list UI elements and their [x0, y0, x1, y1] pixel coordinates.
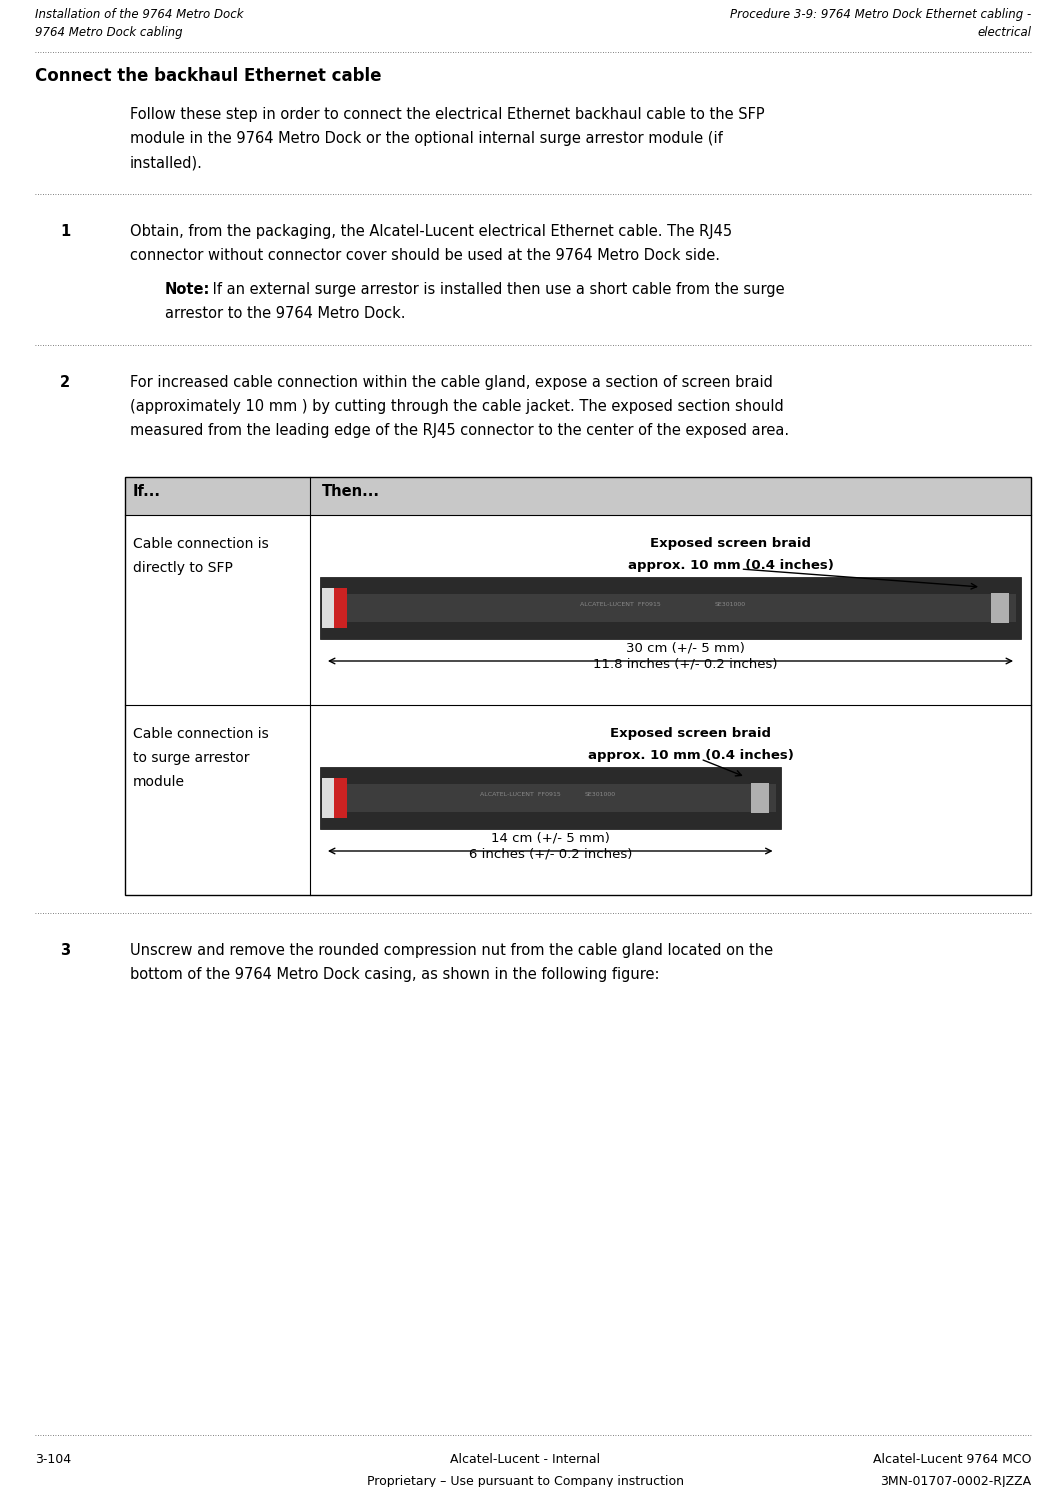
Text: 9764 Metro Dock cabling: 9764 Metro Dock cabling — [35, 25, 183, 39]
Bar — [750, 782, 768, 813]
Text: connector without connector cover should be used at the 9764 Metro Dock side.: connector without connector cover should… — [130, 248, 720, 263]
Text: arrestor to the 9764 Metro Dock.: arrestor to the 9764 Metro Dock. — [165, 306, 406, 321]
Bar — [335, 784, 776, 812]
Text: Follow these step in order to connect the electrical Ethernet backhaul cable to : Follow these step in order to connect th… — [130, 107, 765, 122]
Text: 2: 2 — [60, 375, 70, 390]
Bar — [991, 593, 1009, 623]
Text: 14 cm (+/- 5 mm): 14 cm (+/- 5 mm) — [491, 831, 610, 845]
Bar — [322, 589, 334, 628]
Text: 3-104: 3-104 — [35, 1453, 71, 1466]
Bar — [125, 515, 1031, 705]
Text: Then...: Then... — [322, 483, 380, 500]
Text: Cable connection is: Cable connection is — [133, 537, 269, 552]
Text: SE301000: SE301000 — [584, 791, 616, 797]
Text: electrical: electrical — [977, 25, 1031, 39]
Text: If an external surge arrestor is installed then use a short cable from the surge: If an external surge arrestor is install… — [208, 283, 785, 297]
Text: ALCATEL-LUCENT  FF0915: ALCATEL-LUCENT FF0915 — [580, 602, 661, 607]
Text: ALCATEL-LUCENT  FF0915: ALCATEL-LUCENT FF0915 — [480, 791, 560, 797]
Text: module in the 9764 Metro Dock or the optional internal surge arrestor module (if: module in the 9764 Metro Dock or the opt… — [130, 131, 723, 146]
Text: Cable connection is: Cable connection is — [133, 727, 269, 741]
Text: If...: If... — [133, 483, 161, 500]
Bar — [125, 477, 1031, 895]
Text: 3MN-01707-0002-RJZZA: 3MN-01707-0002-RJZZA — [880, 1475, 1031, 1487]
Text: 1: 1 — [60, 225, 70, 239]
Bar — [125, 477, 1031, 515]
Text: Exposed screen braid: Exposed screen braid — [610, 727, 771, 741]
Text: approx. 10 mm (0.4 inches): approx. 10 mm (0.4 inches) — [588, 749, 794, 761]
Text: approx. 10 mm (0.4 inches): approx. 10 mm (0.4 inches) — [627, 559, 833, 572]
Text: module: module — [133, 775, 185, 790]
Text: 11.8 inches (+/- 0.2 inches): 11.8 inches (+/- 0.2 inches) — [593, 657, 778, 671]
Bar — [320, 577, 1021, 639]
Text: Connect the backhaul Ethernet cable: Connect the backhaul Ethernet cable — [35, 67, 382, 85]
Text: 3: 3 — [60, 943, 70, 958]
Bar — [322, 589, 347, 628]
Text: measured from the leading edge of the RJ45 connector to the center of the expose: measured from the leading edge of the RJ… — [130, 422, 789, 439]
Text: Alcatel-Lucent 9764 MCO: Alcatel-Lucent 9764 MCO — [872, 1453, 1031, 1466]
Text: For increased cable connection within the cable gland, expose a section of scree: For increased cable connection within th… — [130, 375, 772, 390]
Text: 30 cm (+/- 5 mm): 30 cm (+/- 5 mm) — [626, 641, 745, 654]
Text: bottom of the 9764 Metro Dock casing, as shown in the following figure:: bottom of the 9764 Metro Dock casing, as… — [130, 967, 659, 981]
Bar — [335, 593, 1016, 622]
Bar — [320, 767, 781, 828]
Text: Proprietary – Use pursuant to Company instruction: Proprietary – Use pursuant to Company in… — [367, 1475, 684, 1487]
Text: SE301000: SE301000 — [715, 602, 746, 607]
Bar — [125, 705, 1031, 895]
Text: Procedure 3-9: 9764 Metro Dock Ethernet cabling -: Procedure 3-9: 9764 Metro Dock Ethernet … — [729, 7, 1031, 21]
Bar — [322, 779, 347, 818]
Text: installed).: installed). — [130, 155, 203, 170]
Text: Alcatel-Lucent - Internal: Alcatel-Lucent - Internal — [451, 1453, 600, 1466]
Text: 6 inches (+/- 0.2 inches): 6 inches (+/- 0.2 inches) — [469, 848, 632, 859]
Text: Obtain, from the packaging, the Alcatel-Lucent electrical Ethernet cable. The RJ: Obtain, from the packaging, the Alcatel-… — [130, 225, 733, 239]
Text: Note:: Note: — [165, 283, 210, 297]
Text: Exposed screen braid: Exposed screen braid — [650, 537, 811, 550]
Text: to surge arrestor: to surge arrestor — [133, 751, 249, 764]
Text: Installation of the 9764 Metro Dock: Installation of the 9764 Metro Dock — [35, 7, 244, 21]
Bar — [322, 779, 334, 818]
Text: (approximately 10 mm ) by cutting through the cable jacket. The exposed section : (approximately 10 mm ) by cutting throug… — [130, 399, 784, 413]
Text: directly to SFP: directly to SFP — [133, 561, 233, 575]
Text: Unscrew and remove the rounded compression nut from the cable gland located on t: Unscrew and remove the rounded compressi… — [130, 943, 774, 958]
